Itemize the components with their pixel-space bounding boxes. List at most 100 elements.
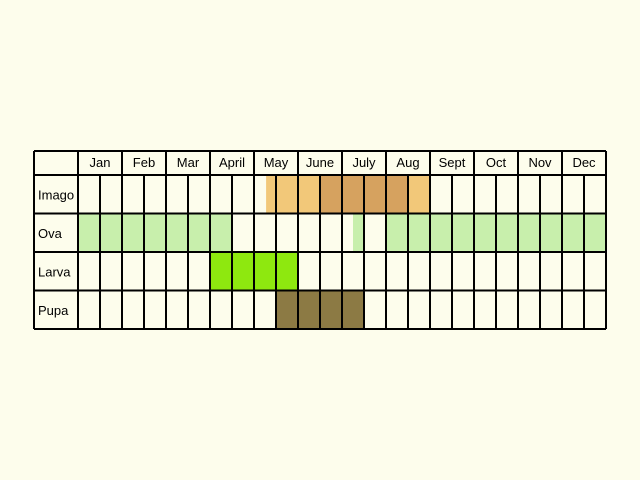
stage-cell-pupa: [540, 290, 562, 329]
stage-cell-pupa: [386, 290, 408, 329]
month-label: Aug: [396, 155, 419, 170]
month-label: Nov: [528, 155, 552, 170]
stage-cell-imago: [298, 175, 320, 214]
stage-cell-pupa: [166, 290, 188, 329]
stage-cell-imago: [474, 175, 496, 214]
stage-cell-imago: [100, 175, 122, 214]
stage-cell-imago: [78, 175, 100, 214]
stage-cell-imago: [320, 175, 342, 214]
stage-cell-larva: [540, 252, 562, 291]
grid-lines: [33, 150, 607, 330]
stage-cell-larva: [474, 252, 496, 291]
stage-cell-pupa: [232, 290, 254, 329]
stage-cell-ova: [518, 213, 540, 252]
stage-cell-ova: [540, 213, 562, 252]
stage-cell-pupa: [320, 290, 342, 329]
stage-cell-ova: [188, 213, 210, 252]
stage-cell-imago: [386, 175, 408, 214]
stage-cell-pupa: [342, 290, 364, 329]
stage-cell-ova: [232, 213, 254, 252]
stage-cell-ova: [584, 213, 606, 252]
stage-cell-larva: [298, 252, 320, 291]
stage-cell-pupa: [144, 290, 166, 329]
stage-label-larva: Larva: [38, 264, 71, 279]
stage-cell-larva: [188, 252, 210, 291]
stage-cell-pupa: [276, 290, 298, 329]
stage-cell-ova: [430, 213, 452, 252]
stage-cell-larva: [210, 252, 232, 291]
stage-cell-ova: [144, 213, 166, 252]
stage-cell-ova: [210, 213, 232, 252]
stage-cell-partial-imago: [266, 175, 276, 214]
month-label: Oct: [486, 155, 507, 170]
stage-cell-imago: [276, 175, 298, 214]
stage-cell-pupa: [122, 290, 144, 329]
stage-cell-imago: [540, 175, 562, 214]
stage-cell-larva: [562, 252, 584, 291]
stage-cell-pupa: [408, 290, 430, 329]
stage-cell-ova: [100, 213, 122, 252]
stage-cell-imago: [342, 175, 364, 214]
stage-cell-larva: [584, 252, 606, 291]
stage-cell-ova: [496, 213, 518, 252]
stage-cell-larva: [430, 252, 452, 291]
stage-label-ova: Ova: [38, 226, 63, 241]
stage-cell-ova: [364, 213, 386, 252]
stage-cell-pupa: [364, 290, 386, 329]
stage-cell-pupa: [254, 290, 276, 329]
stage-cell-partial-ova: [353, 213, 364, 252]
stage-label-pupa: Pupa: [38, 303, 69, 318]
stage-cell-ova: [166, 213, 188, 252]
stage-cell-larva: [342, 252, 364, 291]
stage-cell-ova: [386, 213, 408, 252]
stage-cell-imago: [452, 175, 474, 214]
stage-cell-imago: [188, 175, 210, 214]
stage-cell-imago: [562, 175, 584, 214]
stage-cell-pupa: [188, 290, 210, 329]
month-label: Jan: [90, 155, 111, 170]
stage-cell-imago: [430, 175, 452, 214]
stage-cell-pupa: [562, 290, 584, 329]
month-label: Dec: [572, 155, 596, 170]
stage-cell-imago: [364, 175, 386, 214]
stage-cell-larva: [320, 252, 342, 291]
month-label: Feb: [133, 155, 155, 170]
stage-cell-imago: [166, 175, 188, 214]
stage-cell-pupa: [518, 290, 540, 329]
month-label: June: [306, 155, 334, 170]
stage-cell-pupa: [430, 290, 452, 329]
stage-cell-ova: [298, 213, 320, 252]
stage-cell-larva: [496, 252, 518, 291]
stage-cell-ova: [276, 213, 298, 252]
stage-cell-ova: [562, 213, 584, 252]
stage-cell-imago: [210, 175, 232, 214]
stage-cell-pupa: [584, 290, 606, 329]
stage-cell-ova: [474, 213, 496, 252]
stage-cell-ova: [254, 213, 276, 252]
month-label: May: [264, 155, 289, 170]
stage-cell-ova: [408, 213, 430, 252]
stage-cell-ova: [78, 213, 100, 252]
month-label: Sept: [439, 155, 466, 170]
stage-cell-pupa: [100, 290, 122, 329]
stage-cell-pupa: [210, 290, 232, 329]
month-label: April: [219, 155, 245, 170]
stage-cell-ova: [122, 213, 144, 252]
stage-cell-imago: [496, 175, 518, 214]
month-label: July: [352, 155, 376, 170]
labels: Jan Feb Mar April May June July Aug Sept Oct Nov De…: [38, 155, 596, 318]
stage-cell-pupa: [496, 290, 518, 329]
stage-cell-larva: [100, 252, 122, 291]
stage-cell-larva: [122, 252, 144, 291]
stage-cell-imago: [144, 175, 166, 214]
stage-label-imago: Imago: [38, 187, 74, 202]
stage-cell-larva: [166, 252, 188, 291]
stage-cell-larva: [144, 252, 166, 291]
stage-cell-larva: [518, 252, 540, 291]
stage-cell-pupa: [474, 290, 496, 329]
stage-cell-imago: [408, 175, 430, 214]
stage-cell-larva: [408, 252, 430, 291]
stage-cell-pupa: [78, 290, 100, 329]
stage-cell-larva: [364, 252, 386, 291]
